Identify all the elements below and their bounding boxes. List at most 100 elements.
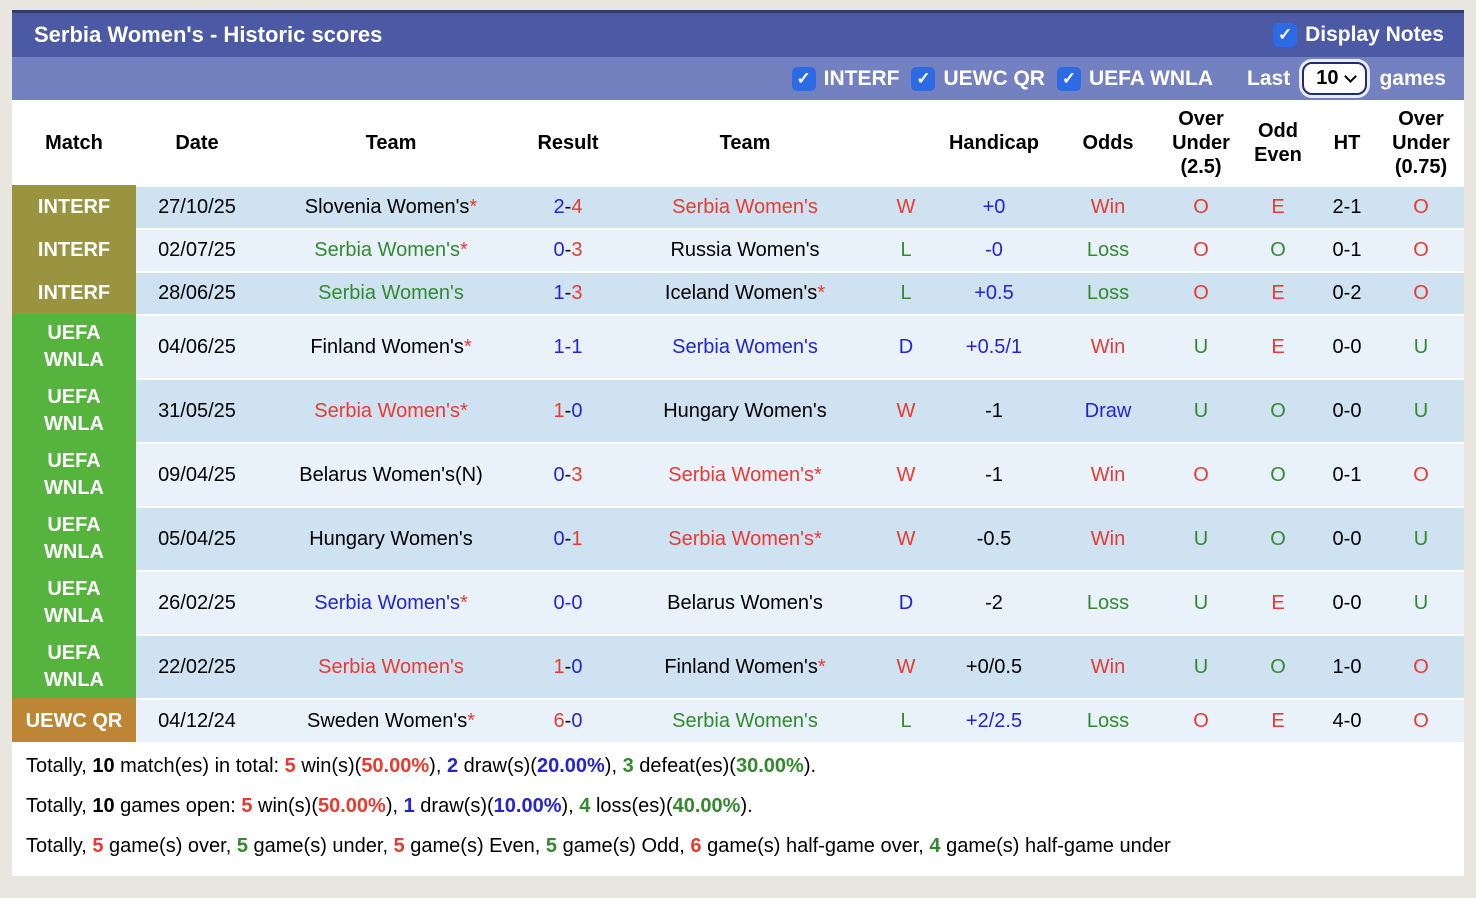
summary-segment: 4: [579, 795, 591, 817]
odds-result: Draw: [1054, 378, 1162, 443]
summary-segment: 10: [92, 755, 115, 777]
half-time-score: 0-0: [1316, 570, 1378, 635]
odds-text: Win: [1090, 655, 1126, 678]
over-under-0-75: O: [1378, 698, 1464, 742]
over-under-0-75: O: [1378, 442, 1464, 507]
over-under-2-5: U: [1162, 506, 1240, 571]
odds-result: Win: [1054, 185, 1162, 229]
over-under-2-5-value: U: [1193, 527, 1209, 550]
filter-interf-checkbox[interactable]: ✓: [791, 66, 816, 91]
summary-segment: draw(s)(: [458, 755, 537, 777]
odd-even-value: O: [1270, 239, 1286, 261]
result-letter: D: [878, 314, 934, 379]
summary-segment: 5: [393, 835, 405, 857]
home-team: Serbia Women's*: [258, 570, 524, 635]
odd-even-value: O: [1270, 399, 1286, 422]
col-odd-even: Odd Even: [1240, 100, 1316, 186]
filter-uefa-wnla-toggle[interactable]: ✓ UEFA WNLA: [1056, 66, 1213, 91]
over-under-2-5: U: [1162, 570, 1240, 635]
odds-text: Win: [1090, 335, 1126, 358]
handicap-text: +0.5/1: [965, 335, 1023, 358]
half-time-score: 0-2: [1316, 271, 1378, 315]
over-under-2-5: O: [1162, 442, 1240, 507]
competition-badge: UEFA WNLA: [12, 570, 136, 635]
result-letter: L: [878, 228, 934, 272]
result-letter-value: L: [900, 709, 912, 732]
summary-segment: ).: [803, 755, 817, 777]
match-result: 6-0: [524, 698, 612, 742]
competition-badge: UEFA WNLA: [12, 314, 136, 379]
filter-uewc-qr-toggle[interactable]: ✓ UEWC QR: [911, 66, 1045, 91]
games-count-value: 10: [1316, 67, 1339, 89]
away-team-star: *: [817, 655, 826, 678]
odds-text: Draw: [1084, 399, 1132, 422]
summary-segment: Totally,: [26, 795, 93, 817]
result-segment: 0: [571, 399, 583, 422]
filter-interf-toggle[interactable]: ✓ INTERF: [791, 66, 899, 91]
over-under-0-75-value: O: [1413, 196, 1429, 218]
filter-uewc-qr-checkbox[interactable]: ✓: [911, 66, 936, 91]
half-time-score: 0-1: [1316, 442, 1378, 507]
col-odds: Odds: [1054, 100, 1162, 186]
display-notes-checkbox[interactable]: ✓: [1273, 23, 1298, 47]
handicap-text: +0.5: [974, 282, 1014, 304]
home-team-name: Finland Women's: [310, 335, 464, 358]
odd-even: O: [1240, 634, 1316, 699]
summary-segment: games open:: [114, 795, 242, 817]
match-date: 04/12/24: [136, 698, 258, 742]
over-under-0-75: U: [1378, 506, 1464, 571]
games-label: games: [1379, 66, 1446, 90]
table-row: UEFA WNLA 04/06/25 Finland Women's* 1-1 Serb…: [12, 314, 1464, 379]
summary-segment: 5: [241, 795, 253, 817]
summary-segment: 30.00%: [735, 755, 804, 777]
table-row: INTERF 02/07/25 Serbia Women's* 0-3 Russia W…: [12, 228, 1464, 272]
competition-badge: UEFA WNLA: [12, 442, 136, 507]
home-team: Serbia Women's*: [258, 228, 524, 272]
odds-result: Win: [1054, 634, 1162, 699]
away-team: Serbia Women's: [612, 698, 878, 742]
over-under-0-75-value: O: [1413, 655, 1429, 678]
filter-bar: ✓ INTERF ✓ UEWC QR ✓ UEFA WNLA Last 10 g…: [12, 57, 1464, 100]
summary-line: Totally, 10 games open: 5 win(s)(50.00%)…: [12, 786, 1464, 826]
match-result: 1-0: [524, 634, 612, 699]
result-segment: -: [564, 282, 572, 304]
over-under-2-5-value: U: [1193, 591, 1209, 614]
summary-line: Totally, 5 game(s) over, 5 game(s) under…: [12, 826, 1464, 866]
games-count-select[interactable]: 10: [1302, 62, 1368, 95]
home-team-name: Slovenia Women's: [304, 196, 470, 218]
result-letter-value: W: [896, 655, 916, 678]
over-under-0-75-value: U: [1413, 335, 1429, 358]
summary-segment: draw(s)(: [414, 795, 494, 817]
col-date: Date: [136, 100, 258, 186]
summary-segment: loss(es)(: [590, 795, 673, 817]
handicap-value: -0.5: [934, 506, 1054, 571]
result-segment: 3: [571, 463, 583, 486]
summary-segment: 5: [92, 835, 104, 857]
match-result: 1-1: [524, 314, 612, 379]
result-letter: D: [878, 570, 934, 635]
summary-segment: 40.00%: [672, 795, 741, 817]
result-letter-value: W: [896, 196, 916, 218]
result-segment: 1: [553, 655, 565, 678]
col-team-home: Team: [258, 100, 524, 186]
filter-uefa-wnla-checkbox[interactable]: ✓: [1056, 66, 1081, 91]
summary-segment: game(s) Even,: [404, 835, 546, 857]
result-segment: -: [564, 196, 572, 218]
handicap-value: +0.5/1: [934, 314, 1054, 379]
over-under-0-75-value: U: [1413, 527, 1429, 550]
result-segment: 0: [571, 709, 583, 732]
summary-segment: win(s)(: [252, 795, 318, 817]
summary-segment: game(s) over,: [103, 835, 237, 857]
table-row: UEFA WNLA 31/05/25 Serbia Women's* 1-0 Hunga…: [12, 378, 1464, 443]
away-team: Serbia Women's: [612, 314, 878, 379]
display-notes-toggle[interactable]: ✓ Display Notes: [1273, 23, 1444, 47]
handicap-text: +2/2.5: [965, 709, 1023, 732]
result-segment: 1: [553, 282, 565, 304]
home-team: Serbia Women's: [258, 634, 524, 699]
over-under-0-75-value: O: [1413, 463, 1429, 486]
title-bar: Serbia Women's - Historic scores ✓ Displ…: [12, 10, 1464, 57]
result-letter-value: D: [898, 591, 914, 614]
result-segment: 0: [553, 239, 565, 261]
away-team: Belarus Women's: [612, 570, 878, 635]
summary-segment: defeat(es)(: [633, 755, 736, 777]
